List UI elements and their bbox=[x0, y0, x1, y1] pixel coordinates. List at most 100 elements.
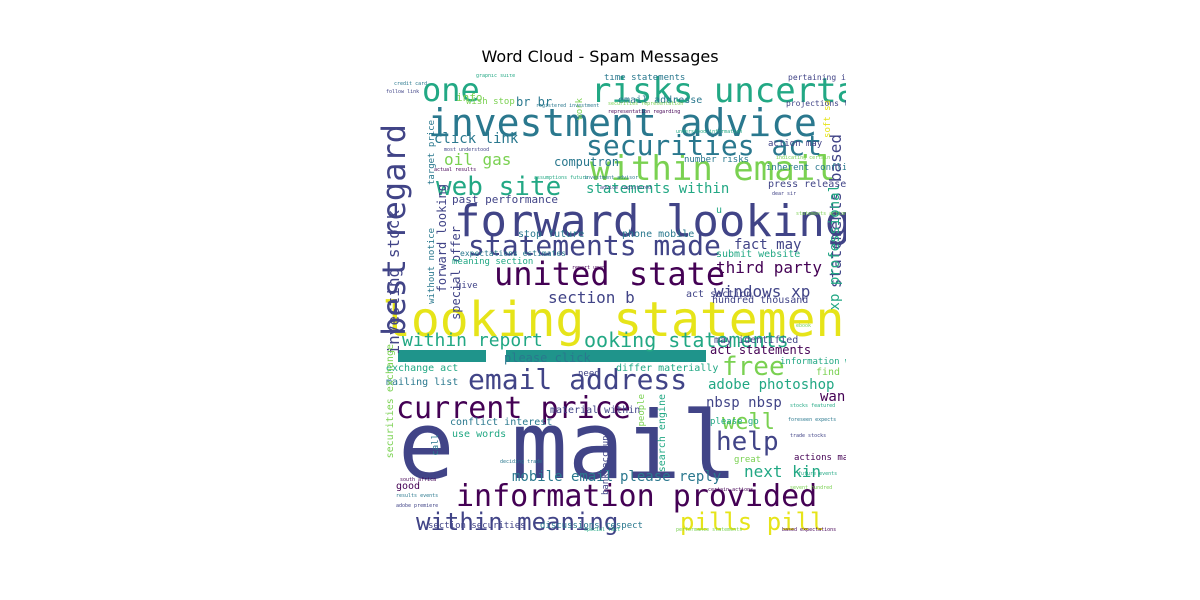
cloud-word-small: deciding trade bbox=[500, 459, 543, 465]
cloud-word: stop future bbox=[518, 229, 585, 240]
cloud-word: mobile email bbox=[512, 469, 614, 485]
cloud-word: br br bbox=[516, 95, 553, 109]
cloud-word: give bbox=[456, 281, 478, 291]
cloud-word: section b bbox=[548, 288, 635, 307]
cloud-word-small: special fact bbox=[584, 527, 621, 533]
cloud-word: within meaning bbox=[416, 508, 619, 536]
cloud-word: material within bbox=[550, 405, 641, 416]
cloud-word: fact may bbox=[734, 237, 802, 253]
cloud-word: use words bbox=[452, 429, 507, 440]
cloud-word: forward looking bbox=[454, 196, 846, 247]
cloud-word: past performance bbox=[452, 193, 558, 206]
cloud-word: next kin bbox=[744, 462, 822, 481]
cloud-word: act section bbox=[686, 289, 753, 300]
cloud-word-small: dear sir bbox=[772, 191, 797, 197]
cloud-word: windows xp bbox=[714, 282, 811, 301]
cloud-word-small: credit card bbox=[394, 81, 428, 87]
solid-bar bbox=[398, 350, 486, 362]
word-cloud: e mail looking statement forward looking in… bbox=[376, 74, 846, 544]
cloud-word: target price bbox=[427, 120, 437, 186]
cloud-word: email addresse bbox=[618, 95, 703, 106]
cloud-word-small: understood information bbox=[676, 129, 743, 135]
cloud-word: actions may bbox=[794, 453, 846, 463]
cloud-word: statements within bbox=[586, 181, 730, 197]
cloud-word-small: certain actions bbox=[708, 487, 754, 493]
cloud-word: investment advice bbox=[428, 101, 817, 145]
cloud-word: info bbox=[456, 91, 483, 104]
cloud-word: conflict interest bbox=[450, 417, 553, 428]
cloud-word: investing stock bbox=[384, 210, 403, 355]
cloud-word: third party bbox=[716, 258, 822, 277]
cloud-word: call bbox=[431, 434, 441, 456]
cloud-word-small: graphic suite bbox=[476, 74, 516, 79]
cloud-word: nbsp nbsp bbox=[706, 395, 782, 411]
cloud-word: web site bbox=[436, 172, 562, 202]
cloud-word: please reply bbox=[620, 469, 722, 485]
cloud-word-small: report upon bbox=[572, 265, 606, 271]
cloud-word-small: registered investment bbox=[536, 103, 600, 109]
cloud-word: help bbox=[716, 427, 779, 457]
cloud-word: risks uncertainties bbox=[591, 74, 846, 111]
cloud-word-small: advice registered bbox=[600, 185, 652, 191]
cloud-word: action may bbox=[768, 139, 823, 149]
cloud-word: meaning section bbox=[452, 257, 534, 267]
cloud-word: phone mobile bbox=[622, 229, 695, 240]
cloud-word-small: investment advisor bbox=[584, 175, 639, 181]
cloud-word: u bbox=[716, 205, 723, 216]
cloud-word-small: actual results bbox=[434, 167, 477, 173]
cloud-word: oil gas bbox=[444, 150, 512, 169]
cloud-word: computron bbox=[554, 155, 620, 169]
cloud-word: information provided bbox=[456, 479, 818, 514]
cloud-word: press release bbox=[768, 179, 846, 190]
cloud-word: search engine bbox=[657, 394, 668, 473]
cloud-word-small: ebook bbox=[796, 323, 812, 329]
cloud-word-small: future events bbox=[798, 471, 838, 477]
cloud-word: expectations estimates bbox=[460, 249, 566, 258]
cloud-word: bank account bbox=[601, 430, 611, 496]
cloud-word: within email bbox=[590, 149, 836, 189]
cloud-word: united state bbox=[494, 255, 726, 293]
cloud-word-small: stocks featured bbox=[790, 403, 836, 409]
cloud-word-small: follow link bbox=[386, 89, 420, 95]
cloud-word: xp professional bbox=[827, 184, 843, 311]
cloud-word-small: south africa bbox=[400, 477, 437, 483]
cloud-word: time statements bbox=[604, 74, 686, 83]
cloud-word-small: most understood bbox=[444, 147, 490, 153]
cloud-word: great bbox=[734, 455, 762, 465]
cloud-word-small: results events bbox=[396, 493, 439, 499]
cloud-word: email address bbox=[468, 363, 688, 396]
cloud-word: looking statement bbox=[382, 292, 846, 348]
cloud-word: mailing list bbox=[386, 377, 459, 388]
cloud-word: pills pill bbox=[680, 508, 825, 536]
cloud-word: people bbox=[637, 394, 647, 427]
cloud-word-small: indicating certain bbox=[776, 155, 831, 161]
cloud-word: need bbox=[578, 369, 600, 379]
cloud-word: please go bbox=[710, 417, 759, 427]
cloud-word: number risks bbox=[684, 155, 750, 165]
cloud-word-small: foreseen expects bbox=[788, 417, 837, 423]
cloud-word: hundred thousand bbox=[712, 295, 809, 306]
cloud-word: discussions respect bbox=[540, 521, 643, 531]
cloud-word: wish stop bbox=[466, 97, 515, 107]
cloud-word: securities act bbox=[586, 129, 823, 162]
cloud-word-small: adobe premiere bbox=[396, 503, 439, 509]
cloud-word-small: statements action bbox=[796, 211, 846, 217]
cloud-word-small: based expectations bbox=[782, 527, 837, 533]
cloud-word: find bbox=[816, 367, 841, 378]
cloud-word: current price bbox=[396, 391, 631, 426]
cloud-word: click link bbox=[434, 131, 519, 147]
cloud-word: well bbox=[722, 410, 775, 435]
cloud-word: please click bbox=[504, 351, 591, 365]
cloud-word-small: assumptions future bbox=[534, 175, 589, 181]
cloud-word: inherent conflict bbox=[766, 163, 846, 173]
cloud-word: good bbox=[396, 481, 421, 492]
chart-title: Word Cloud - Spam Messages bbox=[481, 47, 719, 66]
cloud-word: exchange act bbox=[386, 363, 459, 374]
cloud-word-small: performance statements bbox=[676, 527, 743, 533]
cloud-word-small: sevent hundred bbox=[790, 485, 833, 491]
cloud-word: e mail bbox=[398, 392, 738, 501]
cloud-word: special offer bbox=[449, 226, 463, 320]
cloud-word: pertaining investing bbox=[788, 74, 846, 82]
cloud-word: may identified bbox=[714, 335, 799, 346]
